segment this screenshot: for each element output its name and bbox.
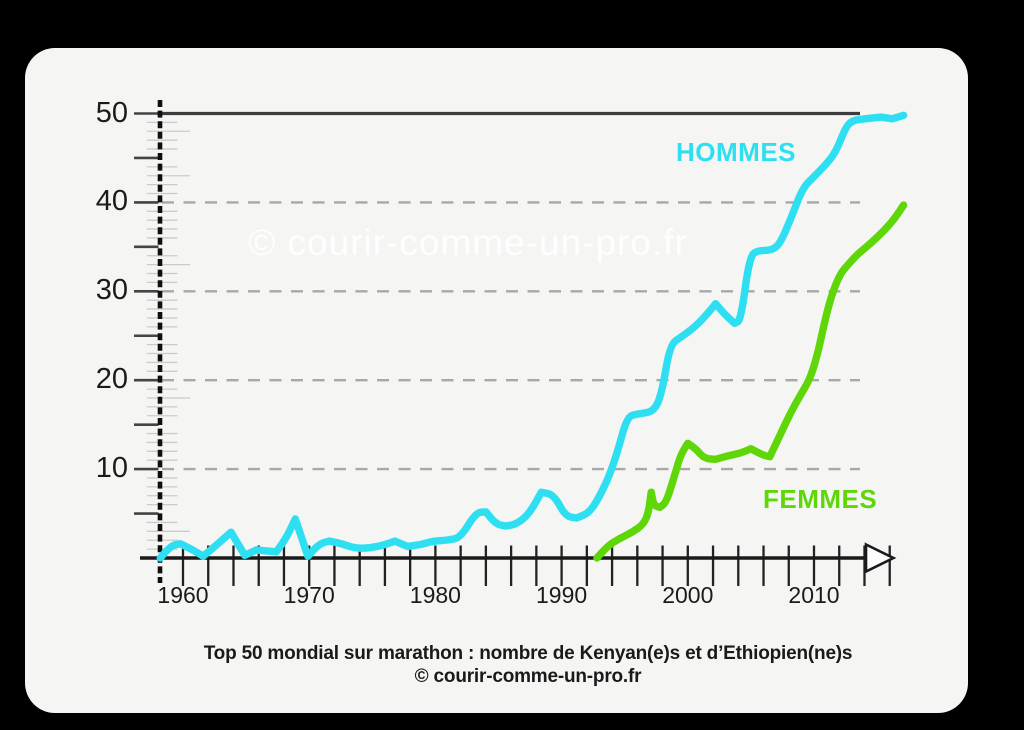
y-axis-label-20: 20 xyxy=(95,363,128,396)
x-axis-label-2010: 2010 xyxy=(788,582,840,608)
y-axis-label-30: 30 xyxy=(95,274,128,307)
watermark-text: © courir-comme-un-pro.fr xyxy=(248,222,688,263)
chart-caption: Top 50 mondial sur marathon : nombre de … xyxy=(58,642,998,688)
x-axis-label-1970: 1970 xyxy=(283,582,335,608)
series-line-femmes xyxy=(593,201,908,562)
x-axis-label-1990: 1990 xyxy=(536,582,588,608)
x-axis-arrow xyxy=(864,542,897,574)
series-label-femmes: FEMMES xyxy=(763,484,878,514)
y-axis-label-50: 50 xyxy=(95,96,128,129)
y-axis-label-40: 40 xyxy=(95,185,128,218)
y-axis-label-10: 10 xyxy=(95,452,128,485)
caption-title: Top 50 mondial sur marathon : nombre de … xyxy=(203,643,853,664)
x-axis-label-2000: 2000 xyxy=(662,582,714,608)
x-axis-label-1960: 1960 xyxy=(157,582,209,608)
caption-source: © courir-comme-un-pro.fr xyxy=(414,666,642,687)
series-label-hommes: HOMMES xyxy=(676,137,796,167)
x-axis-label-1980: 1980 xyxy=(409,582,461,608)
series-line-hommes xyxy=(156,111,908,562)
